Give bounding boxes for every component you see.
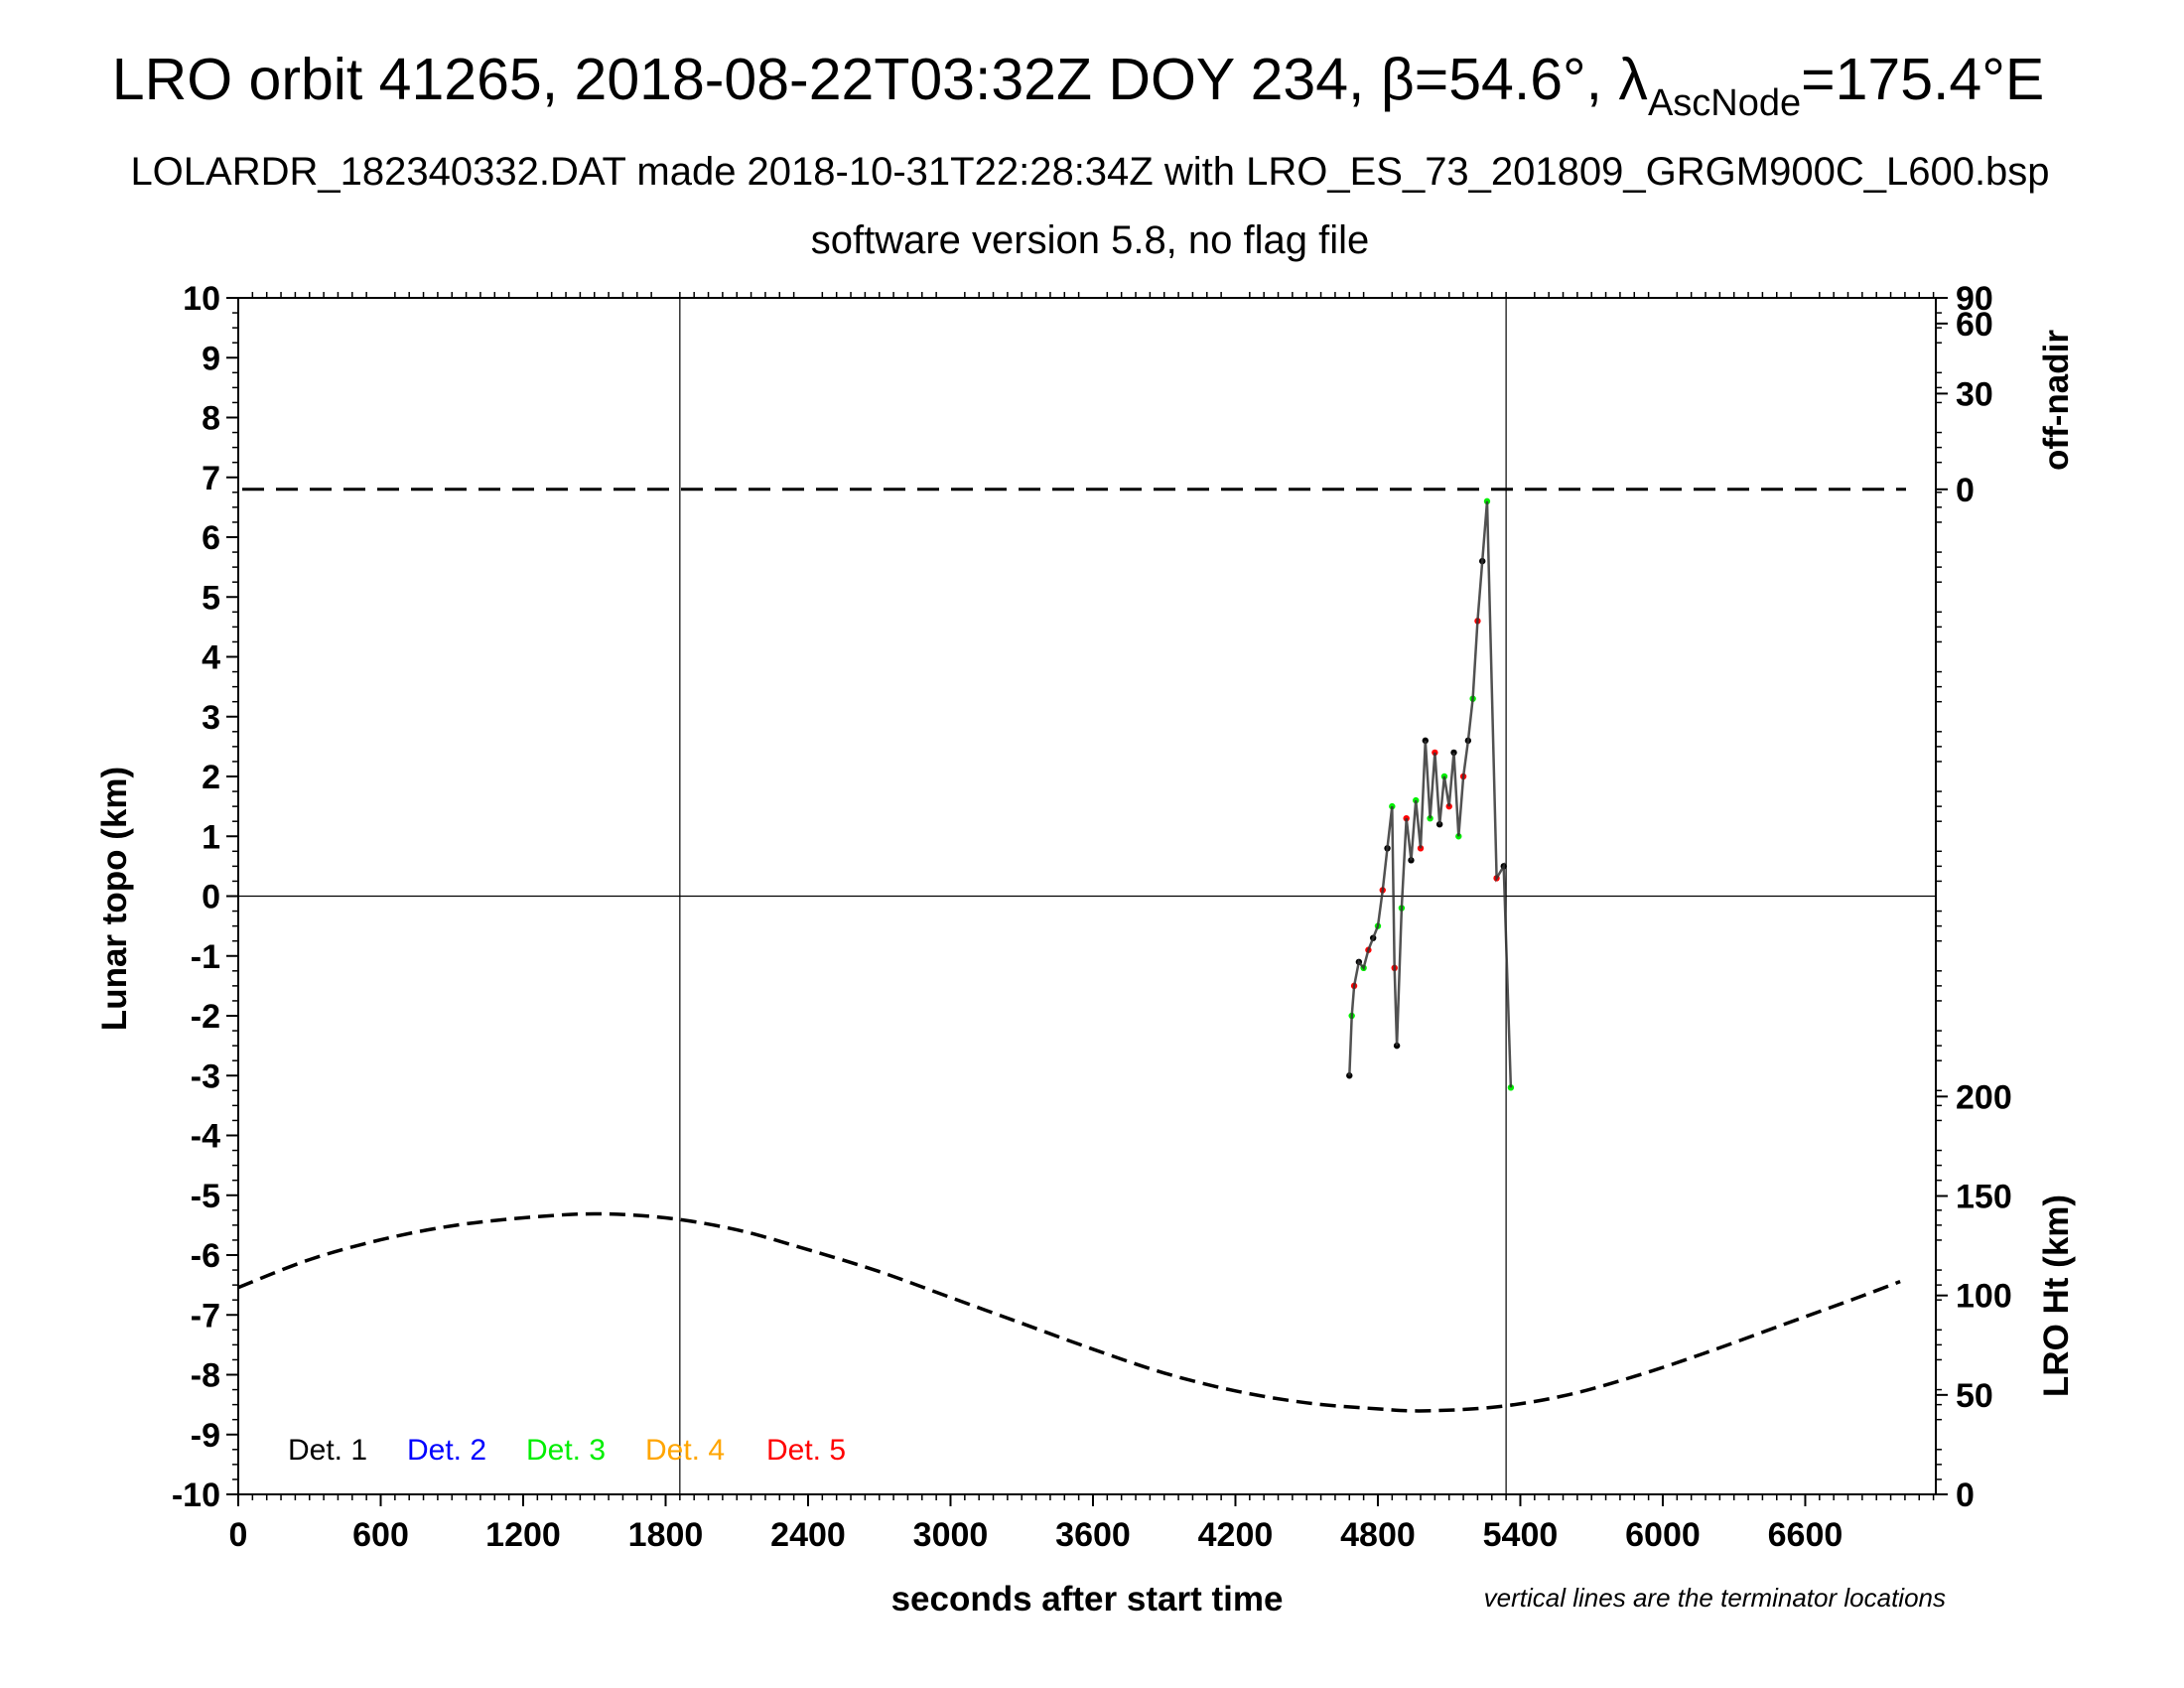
y-tick-label: -2 [191,998,220,1036]
y-tick-label: 7 [202,460,220,497]
y-tick-label: 6 [202,519,220,557]
y-tick-label: 9 [202,340,220,377]
data-series [237,488,1906,1413]
y-tick-label: -5 [191,1178,220,1215]
y-tick-label: -4 [191,1118,220,1156]
y-tick-label: -7 [191,1297,220,1335]
tick-marks [226,292,1948,1506]
y-tick-label: -3 [191,1057,220,1095]
chart-subtitle-file: LOLARDR_182340332.DAT made 2018-10-31T22… [130,150,2049,194]
right-axis-label-offnadir: off-nadir [2037,330,2076,471]
lro-height-series-line [237,1211,1901,1413]
height-tick-label: 200 [1956,1078,2012,1116]
x-tick-label: 2400 [770,1516,846,1554]
legend-item: Det. 2 [407,1434,486,1467]
y-tick-label: 1 [202,818,220,856]
y-tick-label: 5 [202,579,220,617]
y-tick-label: 3 [202,699,220,737]
offnadir-tick-label: 0 [1956,472,1975,509]
x-tick-label: 6600 [1768,1516,1843,1554]
legend-item: Det. 5 [766,1434,846,1467]
offnadir-tick-label: 90 [1956,280,1993,318]
x-tick-label: 4800 [1340,1516,1416,1554]
y-tick-label: 2 [202,759,220,796]
right-axis-label-height: LRO Ht (km) [2037,1195,2076,1397]
offnadir-tick-label: 30 [1956,375,1993,413]
reference-lines [238,298,1936,1494]
x-tick-label: 0 [229,1516,248,1554]
y-axis-label: Lunar topo (km) [95,767,134,1031]
y-tick-label: -1 [191,938,220,976]
x-tick-labels: 0 600 1200 1800 2400 3000 3600 4200 4800 5400 6000… [229,1516,1843,1554]
x-tick-label: 5400 [1483,1516,1559,1554]
topo-series-trace [1348,500,1513,1088]
x-tick-label: 1200 [485,1516,561,1554]
offnadir-tick-label: 60 [1956,306,1993,344]
x-tick-label: 1800 [628,1516,704,1554]
x-tick-label: 3600 [1055,1516,1131,1554]
x-tick-label: 6000 [1625,1516,1701,1554]
height-tick-label: 50 [1956,1377,1993,1415]
topo-data-point [1507,1084,1515,1091]
height-tick-label: 100 [1956,1278,2012,1316]
legend-item: Det. 3 [526,1434,606,1467]
y-tick-label: 10 [183,280,220,318]
x-tick-label: 600 [352,1516,409,1554]
x-axis-label: seconds after start time [891,1580,1284,1618]
legend-item: Det. 4 [645,1434,725,1467]
terminator-note: vertical lines are the terminator locati… [1484,1583,1946,1613]
y-tick-label: -8 [191,1357,220,1395]
x-tick-label: 3000 [913,1516,989,1554]
legend: Det. 1 Det. 2 Det. 3 Det. 4 Det. 5 [288,1434,846,1467]
y-tick-label: 0 [202,879,220,916]
height-tick-label: 0 [1956,1477,1975,1514]
legend-item: Det. 1 [288,1434,367,1467]
y-tick-label: 4 [202,639,220,677]
y-tick-label: -6 [191,1237,220,1275]
x-tick-label: 4200 [1198,1516,1274,1554]
height-tick-label: 150 [1956,1179,2012,1216]
chart-title: LRO orbit 41265, 2018-08-22T03:32Z DOY 2… [112,47,2044,124]
y-tick-label: 8 [202,400,220,438]
y-tick-label: -9 [191,1417,220,1455]
y-tick-label: -10 [172,1477,220,1514]
chart-subtitle-software: software version 5.8, no flag file [811,218,1370,262]
